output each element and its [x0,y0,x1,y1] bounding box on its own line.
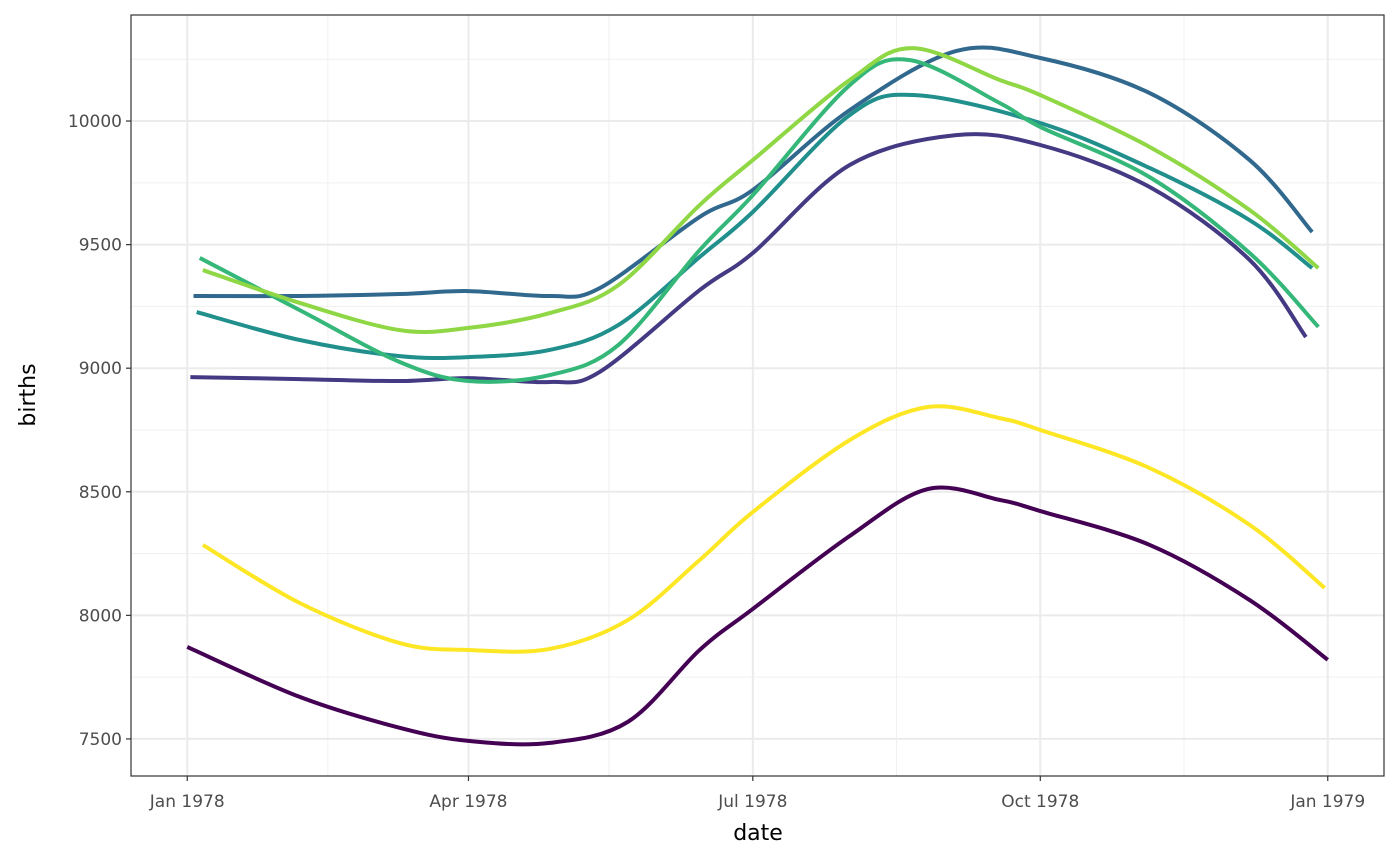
series-line-6 [202,46,1320,335]
plot-border [130,14,1385,777]
x-tick-label: Jan 1978 [149,792,225,812]
x-tick-label: Jan 1979 [1289,792,1365,812]
series-line-5 [198,57,1320,384]
series-lines [186,45,1329,747]
x-tick-label: Apr 1978 [429,792,507,812]
series-line-3 [193,45,1314,299]
grid [131,15,1384,776]
y-axis-title: births [16,363,41,426]
axes: 7500 8000 8500 9000 9500 10000 Jan 1978 Apr 197… [68,112,1365,812]
series-line-4 [196,92,1314,361]
y-tick-label: 10000 [68,112,122,132]
x-axis-title: date [733,821,783,846]
series-line-1 [186,485,1329,747]
y-tick-label: 8500 [79,483,122,503]
series-line-2 [190,132,1308,385]
series-line-7 [201,404,1326,654]
y-tick-label: 9000 [79,359,122,379]
x-tick-label: Jul 1978 [717,792,787,812]
y-tick-label: 8000 [79,606,122,626]
y-tick-label: 9500 [79,236,122,256]
y-tick-label: 7500 [79,730,122,750]
x-tick-label: Oct 1978 [1001,792,1079,812]
